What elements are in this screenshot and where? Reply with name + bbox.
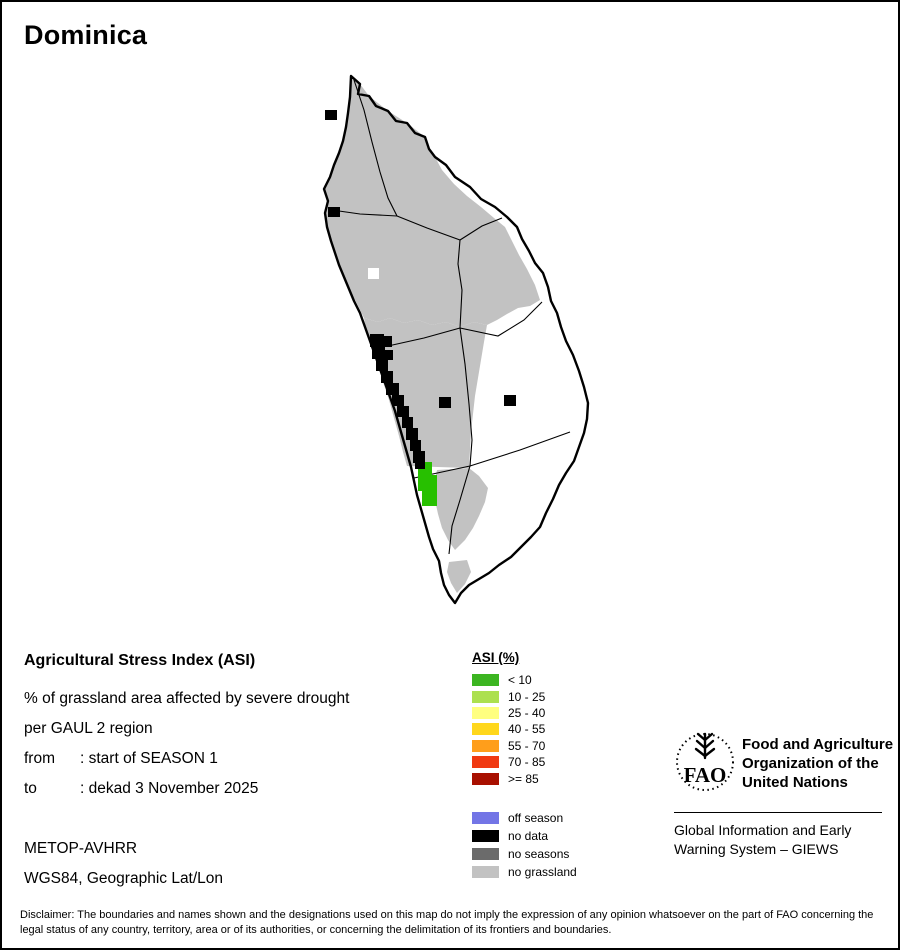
sensor-name: METOP-AVHRR: [24, 840, 138, 857]
legend-swatch: [472, 706, 499, 719]
legend-label: 25 - 40: [508, 705, 546, 720]
page-title: Dominica: [24, 20, 148, 50]
giews-line: Global Information and Early: [674, 822, 852, 838]
wheat-ear-icon: [694, 732, 716, 760]
giews-line: Warning System – GIEWS: [674, 841, 839, 857]
fao-logo-text: FAO: [684, 763, 727, 787]
fao-name-line: United Nations: [742, 774, 848, 791]
legend-label: no data: [508, 828, 549, 843]
legend-item: no seasons: [472, 845, 622, 863]
legend-item: < 10: [472, 672, 622, 688]
fao-name-line: Food and Agriculture: [742, 736, 894, 753]
legend-item: >= 85: [472, 770, 622, 786]
legend-swatch: [472, 723, 499, 736]
date-to-line: to : dekad 3 November 2025: [24, 780, 258, 798]
legend-label: 10 - 25: [508, 689, 546, 704]
legend-item: 25 - 40: [472, 705, 622, 721]
date-from-line: from : start of SEASON 1: [24, 750, 218, 768]
asi-heading: Agricultural Stress Index (ASI): [24, 652, 256, 669]
fao-separator: [674, 812, 882, 813]
asi-region-level: per GAUL 2 region: [24, 720, 153, 737]
legend-label: no grassland: [508, 864, 577, 879]
legend-item: 70 - 85: [472, 754, 622, 770]
legend-item: 10 - 25: [472, 688, 622, 704]
legend-swatch: [472, 772, 499, 785]
legend-swatch: [472, 865, 499, 878]
legend-item: no grassland: [472, 863, 622, 881]
legend-label: 40 - 55: [508, 722, 546, 737]
asi-description: % of grassland area affected by severe d…: [24, 690, 350, 707]
legend-label: >= 85: [508, 771, 539, 786]
region-boundaries: [331, 79, 571, 555]
legend-item: no data: [472, 827, 622, 845]
legend-swatch: [472, 811, 499, 824]
fao-name-line: Organization of the: [742, 755, 879, 772]
map-legend: ASI (%) < 10 10 - 25 25 - 40 40 - 55 55 …: [472, 650, 622, 881]
gray-region-south: [434, 468, 488, 550]
legend-label: no seasons: [508, 846, 570, 861]
no-grassland-areas: [324, 76, 540, 593]
giews-name: Global Information and Early Warning Sys…: [674, 821, 851, 859]
island-coastline: [322, 74, 590, 605]
date-to-label: to: [24, 780, 37, 797]
legend-swatch: [472, 847, 499, 860]
legend-swatch: [472, 756, 499, 769]
dominica-map: [322, 74, 590, 605]
legend-item: 55 - 70: [472, 738, 622, 754]
date-to-value: : dekad 3 November 2025: [80, 780, 259, 797]
date-from-label: from: [24, 750, 55, 767]
legend-item: off season: [472, 809, 622, 827]
fao-name: Food and Agriculture Organization of the…: [742, 735, 893, 792]
legend-swatch: [472, 674, 499, 687]
legend-swatch: [472, 690, 499, 703]
date-from-value: : start of SEASON 1: [80, 750, 218, 767]
gray-region-central: [364, 318, 487, 468]
gray-region-tip: [447, 560, 471, 593]
projection-name: WGS84, Geographic Lat/Lon: [24, 870, 224, 887]
legend-swatch: [472, 829, 499, 842]
legend-extras: off season no data no seasons no grassla…: [472, 809, 622, 881]
gray-region-north: [324, 76, 540, 327]
legend-title: ASI (%): [472, 650, 520, 665]
legend-label: 55 - 70: [508, 738, 546, 753]
white-hole-cell: [368, 268, 379, 279]
legend-label: 70 - 85: [508, 755, 546, 770]
legend-label: < 10: [508, 673, 532, 688]
fao-logo: FAO: [676, 732, 734, 791]
legend-swatch: [472, 739, 499, 752]
legend-label: off season: [508, 810, 564, 825]
disclaimer-text: Disclaimer: The boundaries and names sho…: [20, 909, 874, 936]
legend-item: 40 - 55: [472, 721, 622, 737]
